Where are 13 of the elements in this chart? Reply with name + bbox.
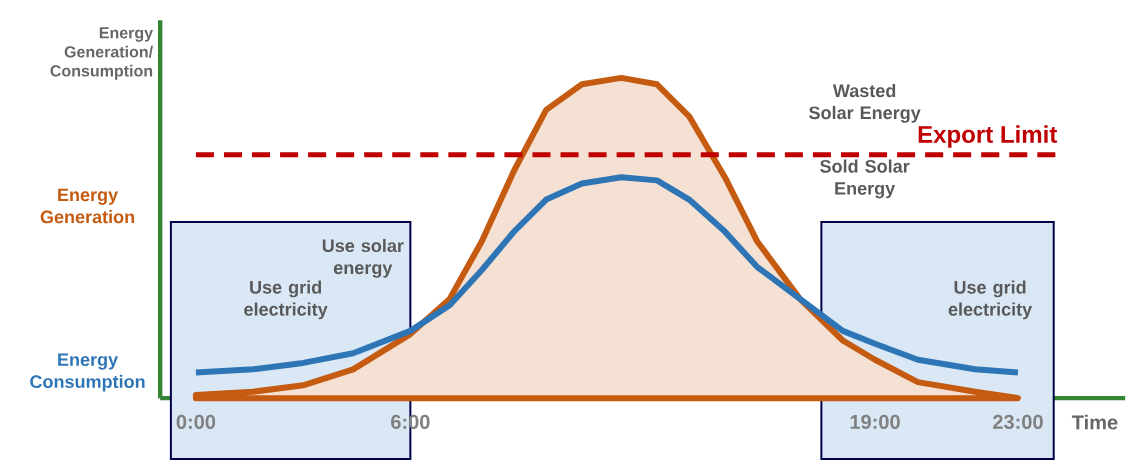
x-tick-label: 0:00: [176, 414, 216, 430]
annotation: Use grid electricity: [244, 280, 328, 320]
annotation: Wasted Solar Energy: [809, 83, 921, 123]
annotation: Use solar energy: [322, 238, 404, 278]
y-axis-title: Energy Generation/ Consumption: [50, 27, 154, 80]
annotation: Sold Solar Energy: [820, 159, 910, 199]
annotation: Use grid electricity: [948, 280, 1033, 320]
text: Energy Generation: [40, 188, 135, 224]
x-tick-label: 23:00: [993, 414, 1043, 430]
ref-line-label: Export Limit: [918, 125, 1058, 148]
x-tick-label: 19:00: [850, 414, 900, 430]
x-axis-title: Time: [1071, 414, 1118, 430]
text: Energy Consumption: [30, 353, 145, 392]
